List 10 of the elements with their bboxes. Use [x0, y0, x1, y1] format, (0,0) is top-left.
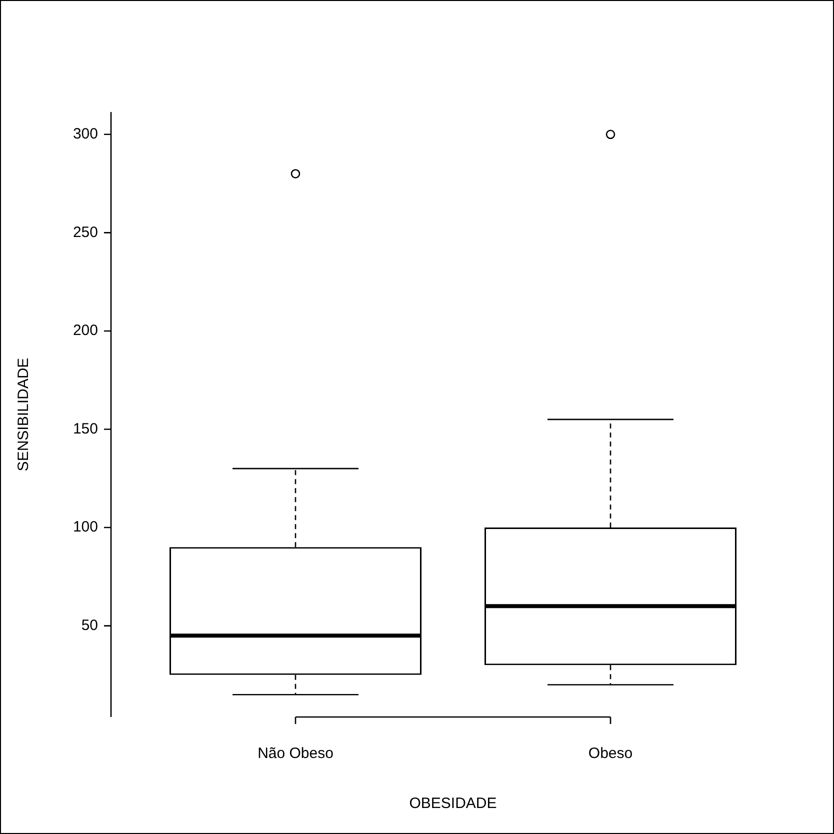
- y-tick-label: 200: [72, 322, 98, 340]
- x-tick-label: Não Obeso: [258, 745, 334, 762]
- y-tick-label: 250: [72, 224, 98, 241]
- y-axis-title: SENSIBILIDADE: [15, 358, 32, 472]
- y-tick-label: 300: [72, 126, 98, 143]
- y-tick-label: 150: [72, 420, 98, 438]
- y-tick-label: 50: [81, 616, 98, 634]
- x-tick-label: Obeso: [588, 745, 633, 762]
- y-tick-label: 100: [72, 518, 98, 536]
- x-axis-title: OBESIDADE: [409, 795, 497, 812]
